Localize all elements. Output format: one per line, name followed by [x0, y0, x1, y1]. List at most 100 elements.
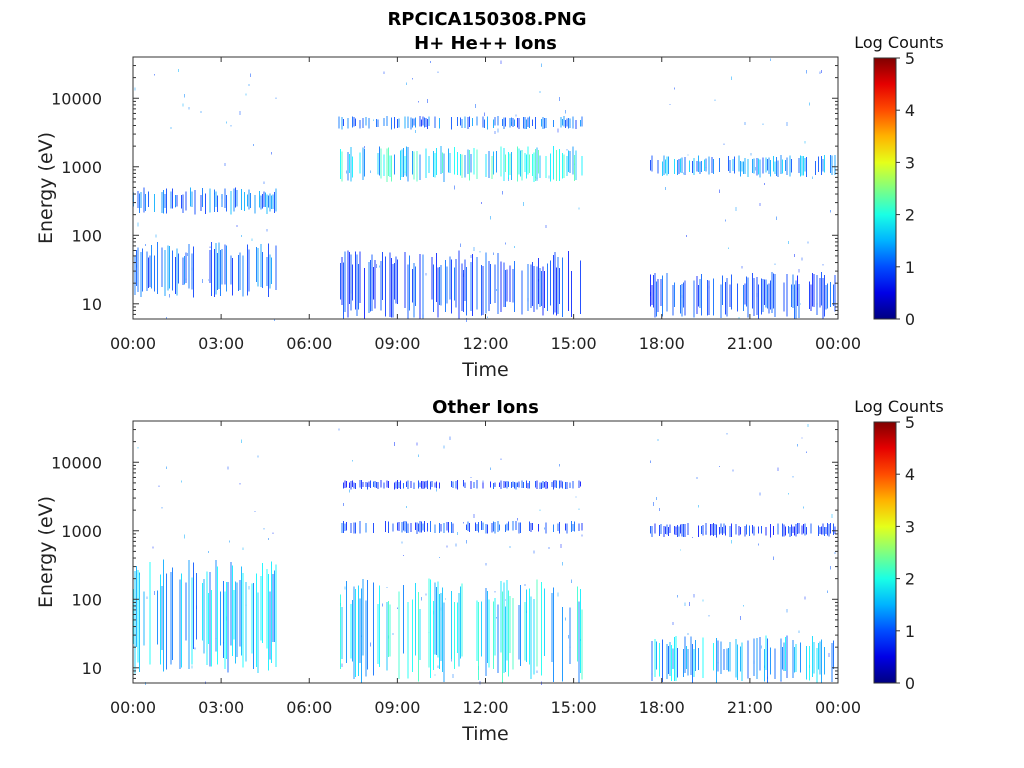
colorbar-tick-label: 1: [905, 622, 915, 641]
data-streak: [768, 283, 770, 314]
data-streak: [203, 578, 205, 654]
data-streak: [434, 582, 436, 655]
data-speck: [250, 73, 251, 77]
data-streak: [482, 482, 484, 489]
data-streak: [413, 151, 415, 180]
data-streak: [650, 274, 651, 307]
data-streak: [774, 161, 776, 175]
data-speck: [427, 98, 429, 103]
data-streak: [191, 191, 193, 207]
data-streak: [476, 257, 478, 310]
data-streak: [269, 193, 271, 212]
data-streak: [455, 258, 457, 308]
data-streak: [418, 523, 420, 532]
data-speck: [254, 511, 256, 513]
data-speck: [806, 70, 807, 74]
data-streak: [179, 579, 181, 669]
data-speck: [137, 222, 139, 227]
data-streak: [346, 581, 348, 664]
data-streak: [728, 156, 729, 171]
data-streak: [511, 482, 513, 488]
data-streak: [341, 151, 343, 182]
data-streak: [731, 523, 732, 537]
data-streak: [798, 284, 800, 319]
data-streak: [783, 524, 785, 537]
data-streak: [386, 480, 388, 488]
data-speck: [170, 127, 172, 130]
data-streak: [359, 521, 361, 534]
data-streak: [514, 260, 516, 313]
data-streak: [758, 284, 759, 319]
data-streak: [466, 524, 468, 531]
data-streak: [470, 261, 472, 312]
data-speck: [445, 598, 447, 600]
data-streak: [425, 481, 427, 488]
data-speck: [268, 538, 269, 540]
data-streak: [651, 285, 653, 305]
data-streak: [668, 527, 669, 536]
data-streak: [446, 266, 448, 304]
data-streak: [464, 482, 466, 489]
data-streak: [536, 147, 538, 180]
data-streak: [494, 264, 496, 303]
data-streak: [830, 523, 831, 534]
data-streak: [469, 522, 471, 532]
data-speck: [473, 514, 475, 518]
data-streak: [553, 524, 555, 532]
data-streak: [698, 155, 699, 172]
data-streak: [395, 256, 397, 304]
data-speck: [505, 599, 507, 601]
data-streak: [136, 566, 137, 648]
data-speck: [758, 543, 759, 546]
data-streak: [170, 571, 172, 665]
data-streak: [726, 278, 728, 317]
data-streak: [746, 276, 747, 307]
colorbar-tick-label: 0: [905, 674, 915, 693]
data-streak: [233, 188, 235, 212]
data-streak: [220, 591, 221, 646]
data-speck: [152, 546, 154, 549]
colorbar-tick-label: 2: [905, 206, 915, 225]
data-streak: [248, 189, 250, 210]
data-streak: [425, 118, 427, 127]
data-streak: [338, 116, 340, 129]
data-streak: [716, 524, 717, 538]
data-streak: [713, 159, 714, 175]
data-speck: [239, 111, 241, 115]
data-streak: [791, 159, 792, 173]
data-streak: [487, 524, 489, 534]
data-streak: [771, 272, 773, 314]
data-streak: [536, 579, 538, 667]
data-streak: [520, 585, 522, 667]
data-streak: [368, 118, 370, 129]
data-streak: [497, 252, 499, 314]
data-streak: [524, 602, 526, 661]
data-streak: [529, 116, 531, 128]
data-speck: [425, 593, 427, 596]
data-streak: [825, 285, 827, 310]
data-streak: [699, 161, 701, 174]
data-streak: [422, 480, 424, 489]
data-streak: [422, 523, 424, 531]
data-speck: [226, 121, 227, 124]
data-speck: [777, 467, 779, 472]
data-streak: [140, 251, 142, 297]
data-streak: [418, 480, 420, 489]
data-speck: [696, 477, 698, 480]
data-streak: [476, 523, 478, 532]
data-streak: [689, 160, 690, 172]
data-streak: [539, 482, 541, 490]
data-streak: [233, 589, 235, 640]
data-speck: [665, 187, 666, 190]
colorbar-tick-label: 4: [905, 465, 915, 484]
data-streak: [467, 117, 469, 130]
data-streak: [773, 526, 774, 536]
data-streak: [704, 159, 705, 171]
data-streak: [232, 257, 233, 296]
data-streak: [565, 119, 567, 129]
data-streak: [683, 649, 684, 678]
data-speck: [242, 547, 244, 551]
data-streak: [523, 117, 525, 129]
data-streak: [773, 155, 774, 172]
data-streak: [675, 635, 677, 681]
